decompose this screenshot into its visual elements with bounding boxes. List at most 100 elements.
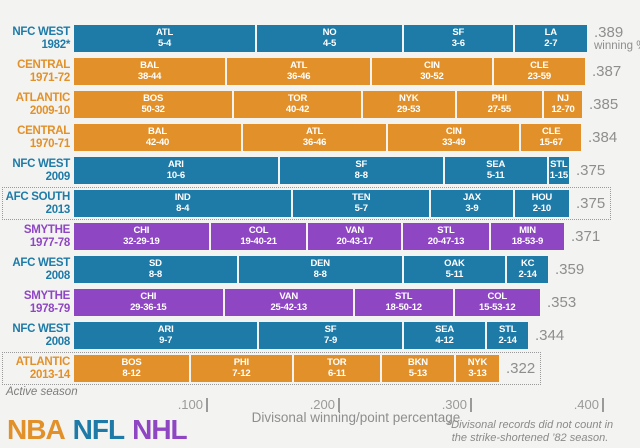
team-segment: STL 1-15: [548, 157, 569, 184]
row-value: .322: [506, 355, 535, 382]
team-segment: CIN 33-49: [388, 124, 520, 151]
division-row: CENTRAL 1970-71 BAL 42-40 ATL 36-46 CIN 33-49 CL…: [2, 121, 623, 154]
team-segment: NYK 29-53: [362, 91, 455, 118]
team-record: 6-11: [327, 367, 346, 379]
division-label: CENTRAL 1970-71: [5, 124, 70, 151]
division-name: SMYTHE: [23, 290, 70, 302]
division-rows: NFC WEST 1982* ATL 5-4 NO 4-5 SF 3-6 LA 2-7.389 wi…: [0, 22, 640, 385]
division-season: 2013-14: [29, 368, 70, 381]
division-row: CENTRAL 1971-72 BAL 38-44 ATL 36-46 CIN 30-52 CL…: [2, 55, 627, 88]
team-abbr: ATL: [290, 60, 308, 71]
division-name: CENTRAL: [17, 125, 70, 137]
team-abbr: SF: [355, 159, 368, 170]
team-record: 19-40-21: [240, 235, 277, 247]
value-label: .353: [547, 294, 577, 311]
division-name: NFC WEST: [12, 26, 70, 38]
value-sub-label: winning %: [594, 39, 640, 52]
team-abbr: ARI: [167, 159, 184, 170]
division-label: AFC SOUTH 2013: [5, 190, 71, 217]
division-name: SMYTHE: [23, 224, 70, 236]
team-abbr: NJ: [557, 93, 569, 104]
row-value: .359: [555, 256, 584, 283]
division-label: NFC WEST 2009: [5, 157, 70, 184]
team-record: 8-8: [148, 268, 162, 280]
team-record: 8-4: [176, 202, 190, 214]
team-segment: KC 2-14: [507, 256, 548, 283]
team-abbr: BAL: [148, 126, 167, 137]
footnote-line2: the strike-shortened ’82 season.: [451, 431, 609, 444]
team-segment: HOU 2-10: [514, 190, 569, 217]
team-abbr: CLE: [541, 126, 561, 137]
team-abbr: CHI: [133, 225, 150, 236]
row-value: .375: [576, 157, 605, 184]
team-record: 27-55: [487, 103, 512, 115]
axis-tick-mark: [470, 398, 472, 412]
division-label: ATLANTIC 2009-10: [5, 91, 71, 118]
team-abbr: LA: [544, 27, 557, 38]
axis-tick-mark: [338, 398, 340, 412]
row-value: .353: [547, 289, 576, 316]
team-abbr: STL: [437, 225, 455, 236]
team-segment: NYK 3-13: [455, 355, 499, 382]
team-segment: SF 7-9: [259, 322, 402, 349]
team-segment: JAX 3-9: [431, 190, 513, 217]
team-abbr: VAN: [345, 225, 365, 236]
team-record: 7-9: [323, 334, 338, 346]
team-segment: NJ 12-70: [544, 91, 582, 118]
team-segment: BOS 8-12: [74, 355, 190, 382]
team-segment: LA 2-7: [514, 25, 587, 52]
team-segment: ATL 36-46: [227, 58, 371, 85]
team-record: 12-70: [551, 103, 575, 115]
team-abbr: NYK: [467, 357, 488, 368]
division-season: 2008: [45, 269, 71, 282]
team-segment: SD 8-8: [74, 256, 237, 283]
team-abbr: SD: [148, 258, 162, 269]
axis-tick-label: .400: [573, 397, 599, 412]
division-bar: BAL 38-44 ATL 36-46 CIN 30-52 CLE 23-59: [74, 58, 586, 85]
team-abbr: STL: [498, 324, 517, 335]
team-segment: SF 8-8: [279, 157, 443, 184]
row-value: .384: [588, 124, 617, 151]
team-segment: TOR 40-42: [234, 91, 361, 118]
team-abbr: TOR: [327, 357, 347, 368]
division-season: 2009-10: [29, 104, 70, 117]
legend-nfl: NFL: [72, 414, 125, 445]
team-abbr: STL: [550, 159, 568, 170]
team-record: 20-43-17: [336, 235, 373, 247]
team-record: 25-42-13: [270, 301, 307, 313]
team-abbr: BOS: [121, 357, 142, 368]
team-segment: NO 4-5: [257, 25, 402, 52]
x-axis: Divisonal winning/point percentage .100.…: [0, 398, 640, 428]
team-segment: CIN 30-52: [372, 58, 492, 85]
division-bar: BOS 50-32 TOR 40-42 NYK 29-53 PHI 27-55 NJ 12-70: [74, 91, 582, 118]
team-record: 33-49: [442, 136, 466, 148]
value-label: .385: [589, 96, 619, 113]
team-abbr: CIN: [445, 126, 462, 137]
division-name: NFC WEST: [12, 323, 70, 335]
division-row: NFC WEST 2009 ARI 10-6 SF 8-8 SEA 5-11 STL 1-15.3…: [2, 154, 611, 187]
team-segment: OAK 5-11: [403, 256, 506, 283]
team-abbr: ARI: [157, 324, 174, 335]
team-abbr: SEA: [435, 324, 454, 335]
team-abbr: SEA: [486, 159, 506, 170]
team-abbr: ATL: [305, 126, 324, 137]
axis-tick-label: .100: [177, 397, 203, 412]
team-record: 8-8: [313, 268, 327, 280]
division-bar: BOS 8-12 PHI 7-12 TOR 6-11 BKN 5-13 NYK 3-13: [74, 355, 499, 382]
division-label: SMYTHE 1978-79: [5, 289, 70, 316]
team-record: 32-29-19: [123, 235, 160, 247]
team-segment: TOR 6-11: [293, 355, 380, 382]
team-segment: STL 2-14: [487, 322, 528, 349]
team-abbr: CHI: [140, 291, 157, 302]
division-label: ATLANTIC 2013-14: [5, 355, 71, 382]
division-season: 1982*: [41, 38, 70, 51]
value-label: .387: [592, 63, 622, 80]
team-abbr: NO: [322, 27, 337, 38]
team-record: 8-12: [122, 367, 141, 379]
team-abbr: SF: [452, 27, 465, 38]
team-record: 18-53-9: [511, 235, 544, 247]
division-name: ATLANTIC: [15, 356, 71, 368]
footnote-line1: *Divisonal records did not count in: [446, 419, 614, 431]
